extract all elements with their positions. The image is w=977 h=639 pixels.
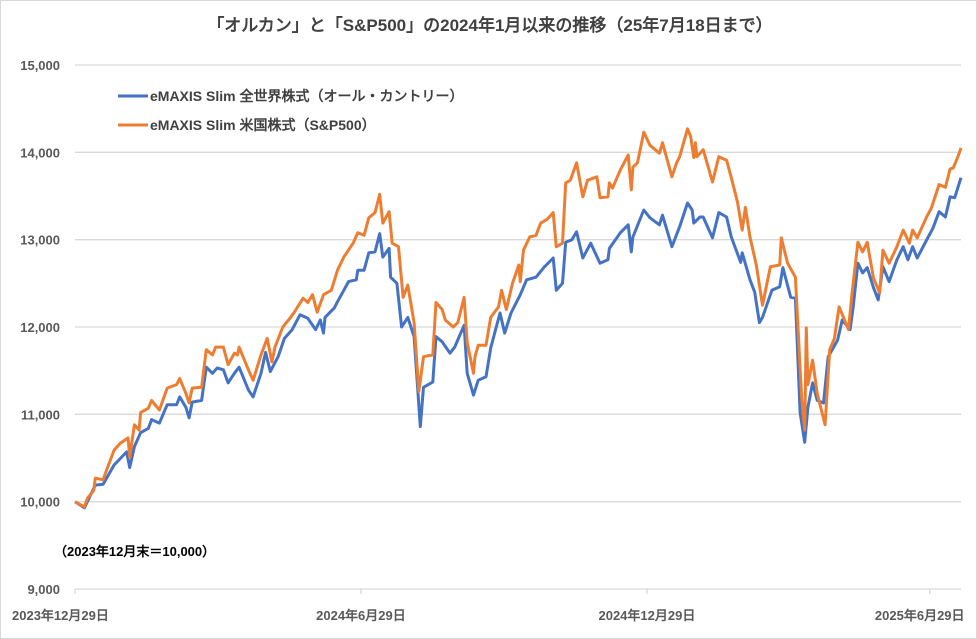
series-lines	[74, 127, 963, 510]
y-tick-label: 10,000	[20, 495, 60, 510]
chart-title: 「オルカン」と「S&P500」の2024年1月以来の推移（25年7月18日まで）	[207, 15, 772, 35]
y-tick-label: 15,000	[20, 58, 60, 73]
legend: eMAXIS Slim 全世界株式（オール・カントリー） eMAXIS Slim…	[118, 88, 463, 133]
x-axis-ticks: 2023年12月29日 2024年6月29日 2024年12月29日 2025年6月2…	[12, 589, 965, 623]
baseline-note: （2023年12月末＝10,000）	[54, 544, 215, 559]
series-line-sp500	[74, 127, 963, 509]
y-tick-label: 11,000	[21, 407, 60, 422]
y-tick-label: 14,000	[20, 145, 60, 160]
x-tick-label: 2024年6月29日	[316, 608, 406, 623]
legend-label-sp500: eMAXIS Slim 米国株式（S&P500）	[150, 117, 376, 133]
y-tick-label: 12,000	[20, 320, 60, 335]
gridlines	[75, 64, 961, 590]
x-tick-label: 2023年12月29日	[12, 608, 109, 623]
x-tick-label: 2024年12月29日	[598, 608, 695, 623]
x-tick-label: 2025年6月29日	[875, 608, 965, 623]
y-axis-ticks: 9,000 10,000 11,000 12,000 13,000 14,000 15,00…	[20, 58, 60, 597]
legend-label-allcountry: eMAXIS Slim 全世界株式（オール・カントリー）	[150, 88, 463, 104]
y-tick-label: 9,000	[27, 582, 60, 597]
y-tick-label: 13,000	[20, 233, 60, 248]
series-line-allcountry	[74, 177, 963, 510]
